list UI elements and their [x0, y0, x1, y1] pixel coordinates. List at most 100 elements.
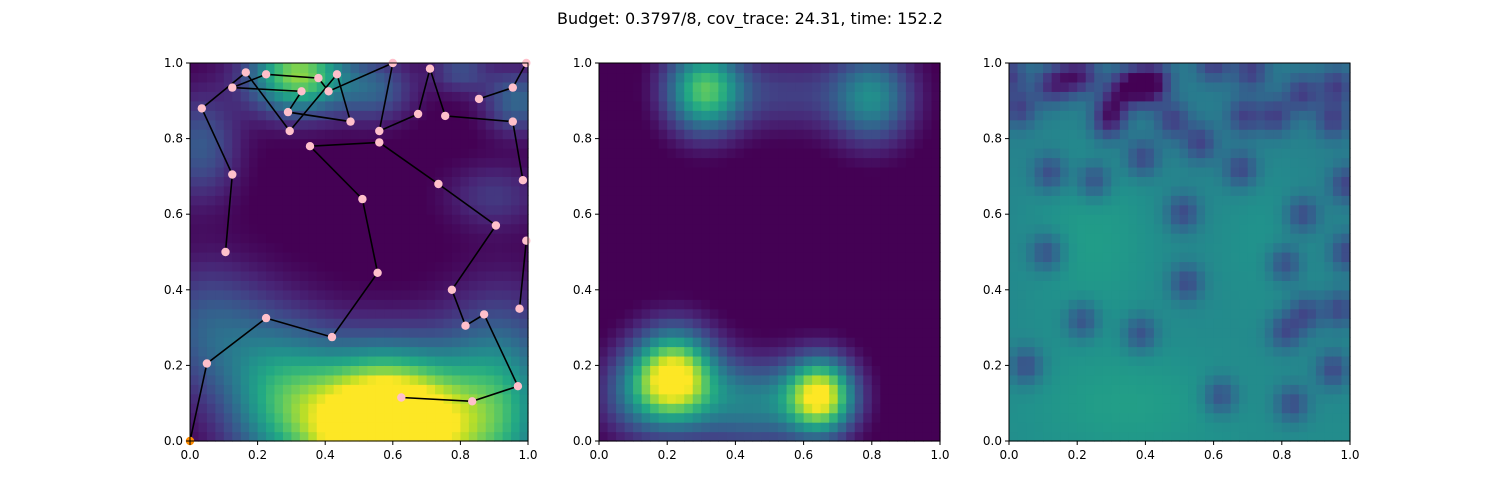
x-tick-label: 0.0 — [999, 448, 1018, 462]
heatmap-cell — [316, 299, 326, 310]
heatmap-cell — [223, 403, 233, 414]
heatmap-cell — [460, 289, 470, 300]
heatmap-cell — [1102, 185, 1112, 196]
heatmap-cell — [282, 148, 292, 159]
heatmap-cell — [863, 431, 873, 442]
heatmap-cell — [350, 233, 360, 244]
heatmap-cell — [367, 384, 377, 395]
heatmap-cell — [616, 252, 626, 263]
heatmap-cell — [599, 214, 609, 225]
heatmap-cell — [1256, 280, 1266, 291]
heatmap-cell — [375, 365, 385, 376]
heatmap-cell — [888, 403, 898, 414]
heatmap-cell — [291, 63, 301, 74]
heatmap-cell — [1170, 91, 1181, 102]
heatmap-cell — [342, 365, 352, 376]
heatmap-cell — [1026, 110, 1036, 121]
heatmap-cell — [701, 412, 711, 423]
heatmap-cell — [820, 289, 830, 300]
y-tick-label: 0.4 — [573, 283, 592, 297]
heatmap-cell — [206, 280, 216, 291]
heatmap-cell — [1034, 81, 1044, 92]
heatmap-cell — [1298, 157, 1308, 168]
heatmap-cell — [1239, 138, 1249, 149]
heatmap-cell — [650, 242, 660, 253]
heatmap-cell — [812, 289, 822, 300]
heatmap-cell — [812, 327, 822, 338]
heatmap-cell — [1136, 100, 1147, 111]
heatmap-cell — [266, 138, 276, 149]
y-tick-label: 0.6 — [983, 207, 1002, 221]
heatmap-cell — [1102, 72, 1112, 83]
heatmap-cell — [485, 346, 495, 357]
heatmap-cell — [1170, 355, 1181, 366]
heatmap-cell — [914, 308, 924, 319]
heatmap-cell — [282, 289, 292, 300]
heatmap-cell — [1205, 63, 1215, 74]
heatmap-cell — [1170, 318, 1181, 329]
heatmap-cell — [846, 374, 856, 385]
heatmap-cell — [367, 100, 377, 111]
heatmap-cell — [1145, 242, 1155, 253]
heatmap-cell — [769, 242, 779, 253]
heatmap-cell — [726, 176, 737, 187]
heatmap-cell — [726, 289, 737, 300]
heatmap-cell — [1111, 233, 1121, 244]
heatmap-cell — [658, 270, 668, 281]
y-tick-label: 0.2 — [164, 358, 183, 372]
heatmap-cell — [1324, 374, 1334, 385]
heatmap-cell — [888, 148, 898, 159]
heatmap-cell — [1281, 81, 1291, 92]
heatmap-cell — [418, 412, 428, 423]
heatmap-cell — [443, 308, 453, 319]
heatmap-cell — [1239, 129, 1249, 140]
heatmap-cell — [786, 185, 796, 196]
heatmap-cell — [871, 280, 881, 291]
heatmap-cell — [820, 233, 830, 244]
heatmap-cell — [291, 270, 301, 281]
heatmap-cell — [1341, 280, 1351, 291]
heatmap-cell — [769, 91, 779, 102]
heatmap-cell — [198, 91, 208, 102]
heatmap-cell — [1094, 299, 1104, 310]
heatmap-cell — [760, 195, 771, 206]
heatmap-cell — [854, 195, 864, 206]
heatmap-cell — [795, 261, 805, 272]
heatmap-cell — [1239, 393, 1249, 404]
heatmap-cell — [650, 119, 660, 130]
heatmap-cell — [266, 166, 276, 177]
heatmap-cell — [1077, 138, 1087, 149]
heatmap-cell — [1341, 337, 1351, 348]
heatmap-cell — [650, 176, 660, 187]
heatmap-cell — [1009, 327, 1019, 338]
heatmap-cell — [658, 327, 668, 338]
heatmap-cell — [1043, 280, 1053, 291]
heatmap-cell — [426, 129, 436, 140]
heatmap-cell — [743, 261, 754, 272]
heatmap-cell — [384, 223, 394, 234]
heatmap-cell — [1239, 299, 1249, 310]
heatmap-cell — [206, 185, 216, 196]
heatmap-cell — [769, 110, 779, 121]
heatmap-cell — [443, 129, 453, 140]
heatmap-cell — [905, 261, 916, 272]
heatmap-cell — [931, 223, 941, 234]
heatmap-cell — [1188, 195, 1198, 206]
heatmap-cell — [675, 299, 685, 310]
heatmap-cell — [435, 252, 445, 263]
heatmap-cell — [854, 422, 864, 433]
heatmap-cell — [1136, 280, 1147, 291]
heatmap-cell — [1145, 195, 1155, 206]
heatmap-cell — [240, 214, 250, 225]
heatmap-cell — [1136, 308, 1147, 319]
heatmap-cell — [922, 261, 933, 272]
heatmap-cell — [1102, 374, 1112, 385]
heatmap-cell — [607, 403, 617, 414]
heatmap-cell — [684, 412, 694, 423]
heatmap-cell — [460, 195, 470, 206]
heatmap-cell — [206, 403, 216, 414]
heatmap-cell — [266, 129, 276, 140]
heatmap-cell — [1239, 233, 1249, 244]
heatmap-cell — [863, 138, 873, 149]
heatmap-cell — [1273, 204, 1283, 215]
